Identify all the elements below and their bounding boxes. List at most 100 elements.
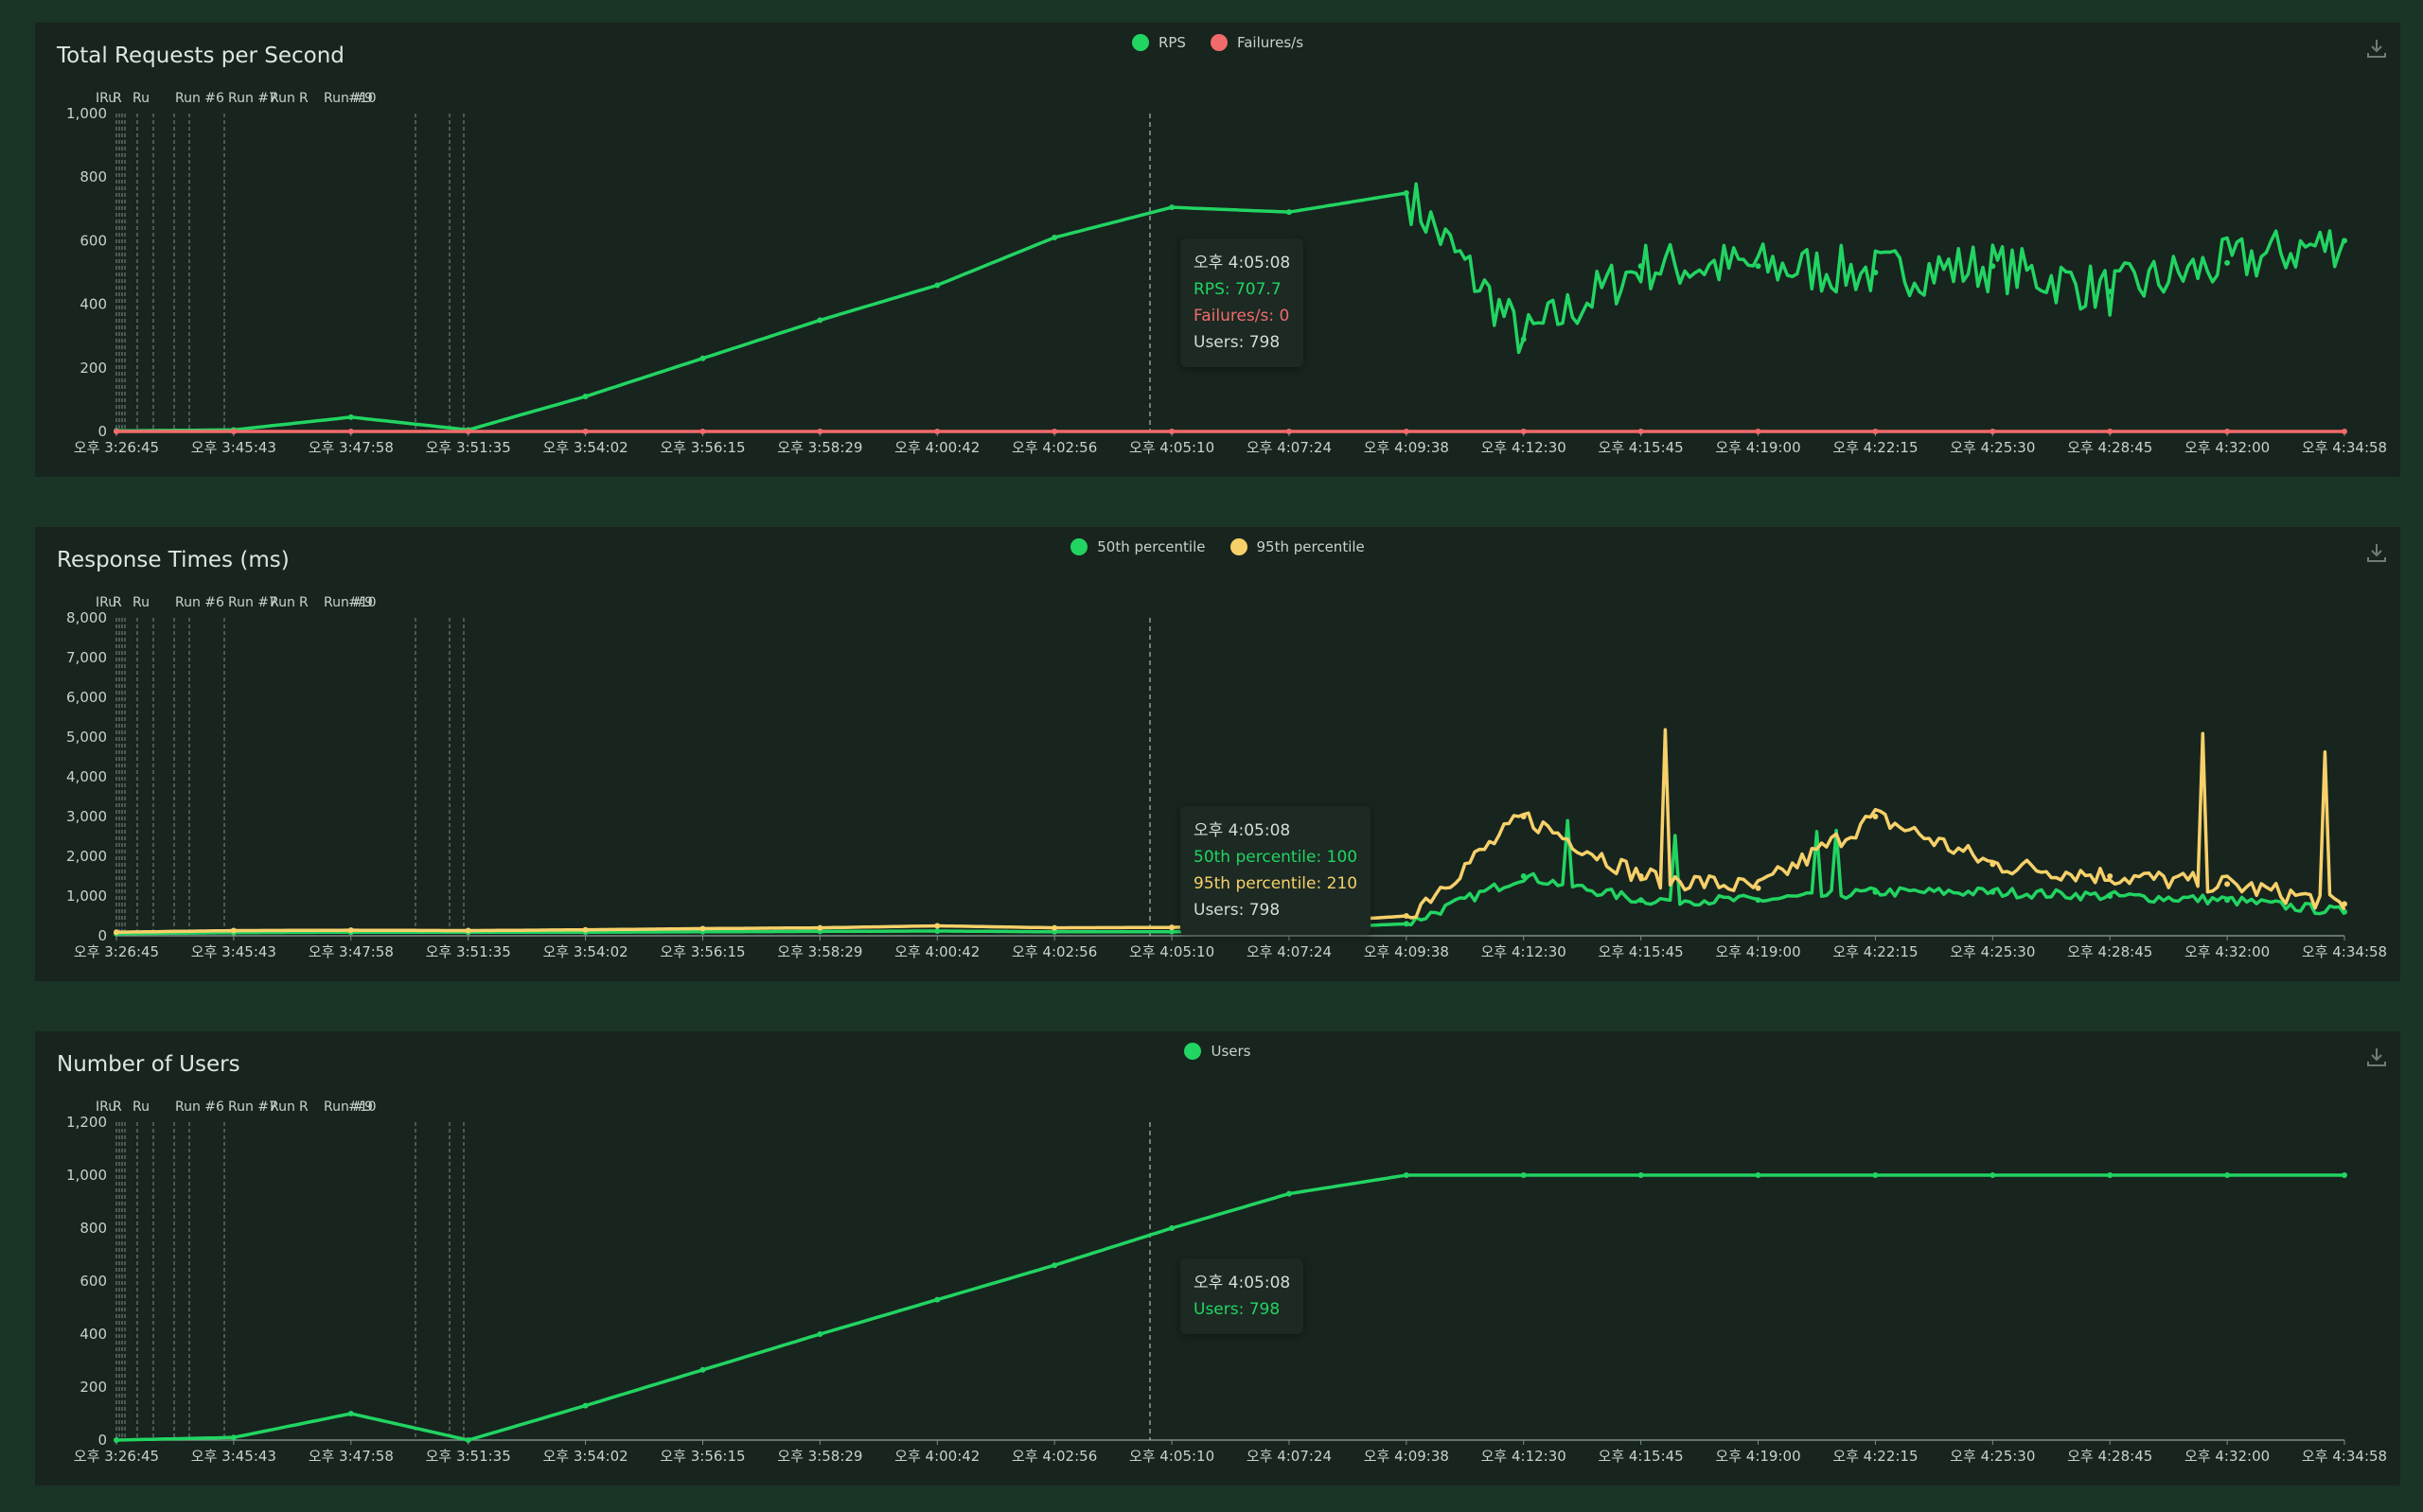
tooltip-users: Users: 798 xyxy=(1194,1300,1281,1319)
x-tick-label: 오후 3:26:45 xyxy=(74,439,159,456)
x-tick-label: 오후 4:07:24 xyxy=(1247,943,1332,960)
data-point xyxy=(347,927,354,934)
data-point xyxy=(1755,885,1761,891)
run-label: Run #9 xyxy=(324,1099,373,1115)
rps-chart: 0 200 400 600 800 1,000 오후 3:26:45 오후 3:45:43 오후… xyxy=(66,91,2387,456)
run-label: Ru xyxy=(133,1099,150,1115)
x-tick-label: 오후 4:00:42 xyxy=(894,1448,980,1465)
data-point xyxy=(699,355,706,361)
download-icon[interactable] xyxy=(2364,540,2389,565)
data-point xyxy=(1169,429,1176,434)
legend-item-p95[interactable]: 95th percentile xyxy=(1229,538,1365,555)
data-point xyxy=(699,1366,706,1373)
data-point xyxy=(1872,888,1879,895)
legend-item-failures[interactable]: Failures/s xyxy=(1210,34,1303,51)
legend-label-p95: 95th percentile xyxy=(1256,538,1365,555)
data-point xyxy=(1052,1262,1058,1269)
y-tick-label: 400 xyxy=(80,296,107,313)
x-tick-label: 오후 3:47:58 xyxy=(309,1448,394,1465)
y-tick-label: 5,000 xyxy=(66,729,107,746)
x-tick-label: 오후 3:45:43 xyxy=(191,943,276,960)
run-label: #10 xyxy=(348,91,377,106)
x-tick-label: 오후 4:12:30 xyxy=(1481,439,1566,456)
tooltip-p95: 95th percentile: 210 xyxy=(1194,874,1358,893)
data-point xyxy=(2107,429,2113,434)
rps-tooltip: 오후 4:05:08 RPS: 707.7 Failures/s: 0 User… xyxy=(1180,238,1304,367)
data-point xyxy=(1169,924,1176,931)
data-point xyxy=(699,429,706,434)
y-tick-label: 8,000 xyxy=(66,609,107,626)
legend-item-p50[interactable]: 50th percentile xyxy=(1070,538,1206,555)
data-point xyxy=(1520,873,1527,879)
run-label: Ru xyxy=(133,595,150,610)
x-tick-label: 오후 3:26:45 xyxy=(74,943,159,960)
y-tick-label: 7,000 xyxy=(66,649,107,666)
x-tick-label: 오후 4:15:45 xyxy=(1599,943,1684,960)
x-tick-label: 오후 3:56:15 xyxy=(660,439,745,456)
tooltip-users: Users: 798 xyxy=(1194,901,1281,920)
y-tick-label: 6,000 xyxy=(66,689,107,706)
x-tick-label: 오후 4:02:56 xyxy=(1012,439,1097,456)
data-point xyxy=(1403,190,1409,196)
data-point xyxy=(2342,901,2347,907)
x-tick-label: 오후 4:07:24 xyxy=(1247,439,1332,456)
data-point xyxy=(817,429,823,434)
data-point xyxy=(1520,429,1527,434)
run-label: Run #7 xyxy=(228,595,277,610)
download-icon[interactable] xyxy=(2364,1045,2389,1069)
rps-legend: RPS Failures/s xyxy=(35,34,2400,51)
legend-item-users[interactable]: Users xyxy=(1184,1043,1251,1060)
data-point xyxy=(1990,861,1996,868)
y-tick-label: 1,000 xyxy=(66,1167,107,1184)
data-point xyxy=(1755,429,1761,434)
x-tick-label: 오후 4:34:58 xyxy=(2302,1448,2387,1465)
y-tick-label: 2,000 xyxy=(66,848,107,865)
x-tick-label: 오후 4:07:24 xyxy=(1247,1448,1332,1465)
data-point xyxy=(465,429,471,434)
data-point xyxy=(2107,289,2113,295)
x-tick-label: 오후 4:09:38 xyxy=(1364,1448,1449,1465)
run-label: R xyxy=(113,595,122,610)
x-tick-label: 오후 4:15:45 xyxy=(1599,1448,1684,1465)
data-point xyxy=(1520,814,1527,819)
data-point xyxy=(347,413,354,420)
data-point xyxy=(1990,888,1996,895)
y-tick-label: 1,200 xyxy=(66,1114,107,1131)
data-point xyxy=(230,429,237,434)
y-tick-label: 0 xyxy=(97,423,107,440)
data-point xyxy=(2342,429,2347,434)
x-tick-label: 오후 4:34:58 xyxy=(2302,439,2387,456)
download-icon[interactable] xyxy=(2364,36,2389,61)
legend-label-users: Users xyxy=(1211,1043,1251,1060)
data-point xyxy=(465,927,471,934)
tooltip-users: Users: 798 xyxy=(1194,333,1281,352)
legend-label-p50: 50th percentile xyxy=(1097,538,1206,555)
y-tick-label: 1,000 xyxy=(66,888,107,905)
run-label: IRu xyxy=(96,1099,116,1115)
data-point xyxy=(817,1331,823,1337)
data-point xyxy=(934,1296,941,1303)
data-point xyxy=(230,927,237,934)
x-tick-label: 오후 4:00:42 xyxy=(894,439,980,456)
data-point xyxy=(1403,913,1409,919)
data-point xyxy=(2107,873,2113,879)
x-tick-label: 오후 3:54:02 xyxy=(542,439,628,456)
x-tick-label: 오후 4:19:00 xyxy=(1715,1448,1800,1465)
data-point xyxy=(347,429,354,434)
run-label: R xyxy=(299,1099,309,1115)
tooltip-rps: RPS: 707.7 xyxy=(1194,280,1282,299)
data-point xyxy=(934,927,941,934)
data-point xyxy=(114,1437,119,1443)
tooltip-time: 오후 4:05:08 xyxy=(1194,1274,1291,1292)
users-chart-title: Number of Users xyxy=(57,1052,240,1077)
data-point xyxy=(1403,429,1409,434)
x-tick-label: 오후 4:15:45 xyxy=(1599,439,1684,456)
data-point xyxy=(2224,1172,2231,1178)
run-label: IRu xyxy=(96,595,116,610)
data-point xyxy=(1285,429,1292,434)
data-point xyxy=(1990,263,1996,270)
rps-panel: Total Requests per Second RPS Failures/s… xyxy=(35,23,2400,477)
legend-dot-failures xyxy=(1210,34,1228,51)
legend-item-rps[interactable]: RPS xyxy=(1131,34,1186,51)
data-point xyxy=(2342,1172,2347,1178)
